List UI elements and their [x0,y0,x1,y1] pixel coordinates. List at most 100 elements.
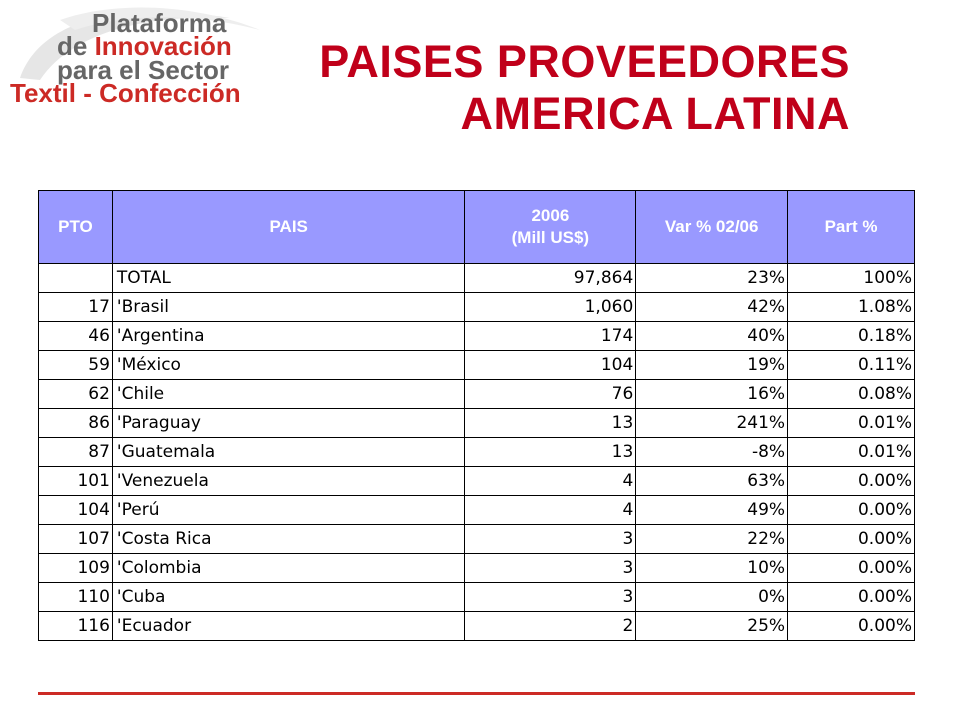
cell-var: 25% [635,611,789,641]
cell-pais: 'México [111,350,466,380]
cell-part: 0.08% [787,379,915,409]
logo-line-1: Plataforma [92,8,227,38]
cell-pto: 46 [38,321,113,351]
header-value-line-1: 2006 [531,206,570,225]
cell-part: 0.11% [787,350,915,380]
table-row: 59 'México 104 19% 0.11% [38,350,915,380]
cell-pais: 'Costa Rica [111,524,466,554]
logo-line-2-highlight: Innovación [94,31,232,61]
cell-value: 4 [464,495,637,525]
cell-var: 40% [635,321,789,351]
table-row: 17 'Brasil 1,060 42% 1.08% [38,292,915,322]
cell-pto: 86 [38,408,113,438]
cell-value: 3 [464,524,637,554]
logo: Plataforma de Innovación para el Sector … [0,0,270,125]
cell-pais: 'Colombia [111,553,466,583]
cell-var: 23% [635,263,789,293]
cell-pais: 'Venezuela [111,466,466,496]
cell-var: 10% [635,553,789,583]
cell-part: 0.00% [787,611,915,641]
table-row: 107 'Costa Rica 3 22% 0.00% [38,524,915,554]
cell-pais: 'Perú [111,495,466,525]
table-row: 62 'Chile 76 16% 0.08% [38,379,915,409]
cell-value: 13 [464,408,637,438]
cell-pto: 107 [38,524,113,554]
cell-part: 0.00% [787,553,915,583]
cell-var: -8% [635,437,789,467]
cell-pto: 104 [38,495,113,525]
header-value: 2006 (Mill US$) [464,190,637,264]
cell-pto: 17 [38,292,113,322]
page-title: PAISES PROVEEDORES AMERICA LATINA [319,36,850,140]
cell-value: 3 [464,582,637,612]
table-row: 101 'Venezuela 4 63% 0.00% [38,466,915,496]
table-row: 104 'Perú 4 49% 0.00% [38,495,915,525]
table-row: TOTAL 97,864 23% 100% [38,263,915,293]
cell-part: 100% [787,263,915,293]
cell-value: 76 [464,379,637,409]
cell-var: 42% [635,292,789,322]
cell-value: 104 [464,350,637,380]
header-pais: PAIS [111,190,466,264]
logo-swoosh-icon [20,7,260,80]
cell-pto [38,263,113,293]
cell-pais: 'Argentina [111,321,466,351]
cell-var: 63% [635,466,789,496]
cell-part: 0.00% [787,466,915,496]
cell-pto: 59 [38,350,113,380]
cell-value: 174 [464,321,637,351]
cell-pais: 'Guatemala [111,437,466,467]
cell-value: 3 [464,553,637,583]
cell-part: 0.00% [787,524,915,554]
cell-pto: 116 [38,611,113,641]
cell-value: 4 [464,466,637,496]
table-row: 116 'Ecuador 2 25% 0.00% [38,611,915,641]
suppliers-table: PTO PAIS 2006 (Mill US$) Var % 02/06 Part… [38,190,915,641]
table-row: 87 'Guatemala 13 -8% 0.01% [38,437,915,467]
logo-line-4: Textil - Confección [10,78,241,108]
page-title-line-1: PAISES PROVEEDORES [319,36,850,87]
table-row: 110 'Cuba 3 0% 0.00% [38,582,915,612]
cell-pais: 'Ecuador [111,611,466,641]
cell-pto: 101 [38,466,113,496]
table-row: 109 'Colombia 3 10% 0.00% [38,553,915,583]
cell-pais: 'Cuba [111,582,466,612]
cell-pais: 'Brasil [111,292,466,322]
bottom-divider [38,692,915,695]
table-body: TOTAL 97,864 23% 100% 17 'Brasil 1,060 42% 1.08%… [38,263,915,641]
page-title-line-2: AMERICA LATINA [460,88,850,139]
cell-value: 13 [464,437,637,467]
cell-pto: 87 [38,437,113,467]
cell-pais: TOTAL [111,263,466,293]
cell-part: 0.00% [787,582,915,612]
cell-part: 0.01% [787,408,915,438]
cell-var: 0% [635,582,789,612]
cell-part: 0.00% [787,495,915,525]
cell-value: 1,060 [464,292,637,322]
cell-var: 22% [635,524,789,554]
cell-var: 241% [635,408,789,438]
cell-var: 19% [635,350,789,380]
cell-part: 0.18% [787,321,915,351]
cell-pais: 'Chile [111,379,466,409]
cell-pto: 110 [38,582,113,612]
cell-var: 49% [635,495,789,525]
cell-pais: 'Paraguay [111,408,466,438]
header-pto: PTO [38,190,113,264]
logo-line-3: para el Sector [57,55,229,85]
cell-part: 0.01% [787,437,915,467]
table-header-row: PTO PAIS 2006 (Mill US$) Var % 02/06 Part… [38,190,915,264]
logo-line-2: de Innovación [57,33,232,59]
cell-pto: 62 [38,379,113,409]
header-var: Var % 02/06 [635,190,789,264]
logo-line-2-prefix: de [57,31,95,61]
table-row: 46 'Argentina 174 40% 0.18% [38,321,915,351]
table-row: 86 'Paraguay 13 241% 0.01% [38,408,915,438]
cell-part: 1.08% [787,292,915,322]
cell-value: 2 [464,611,637,641]
cell-pto: 109 [38,553,113,583]
header-value-line-2: (Mill US$) [511,228,590,247]
cell-var: 16% [635,379,789,409]
header-part: Part % [787,190,915,264]
cell-value: 97,864 [464,263,637,293]
